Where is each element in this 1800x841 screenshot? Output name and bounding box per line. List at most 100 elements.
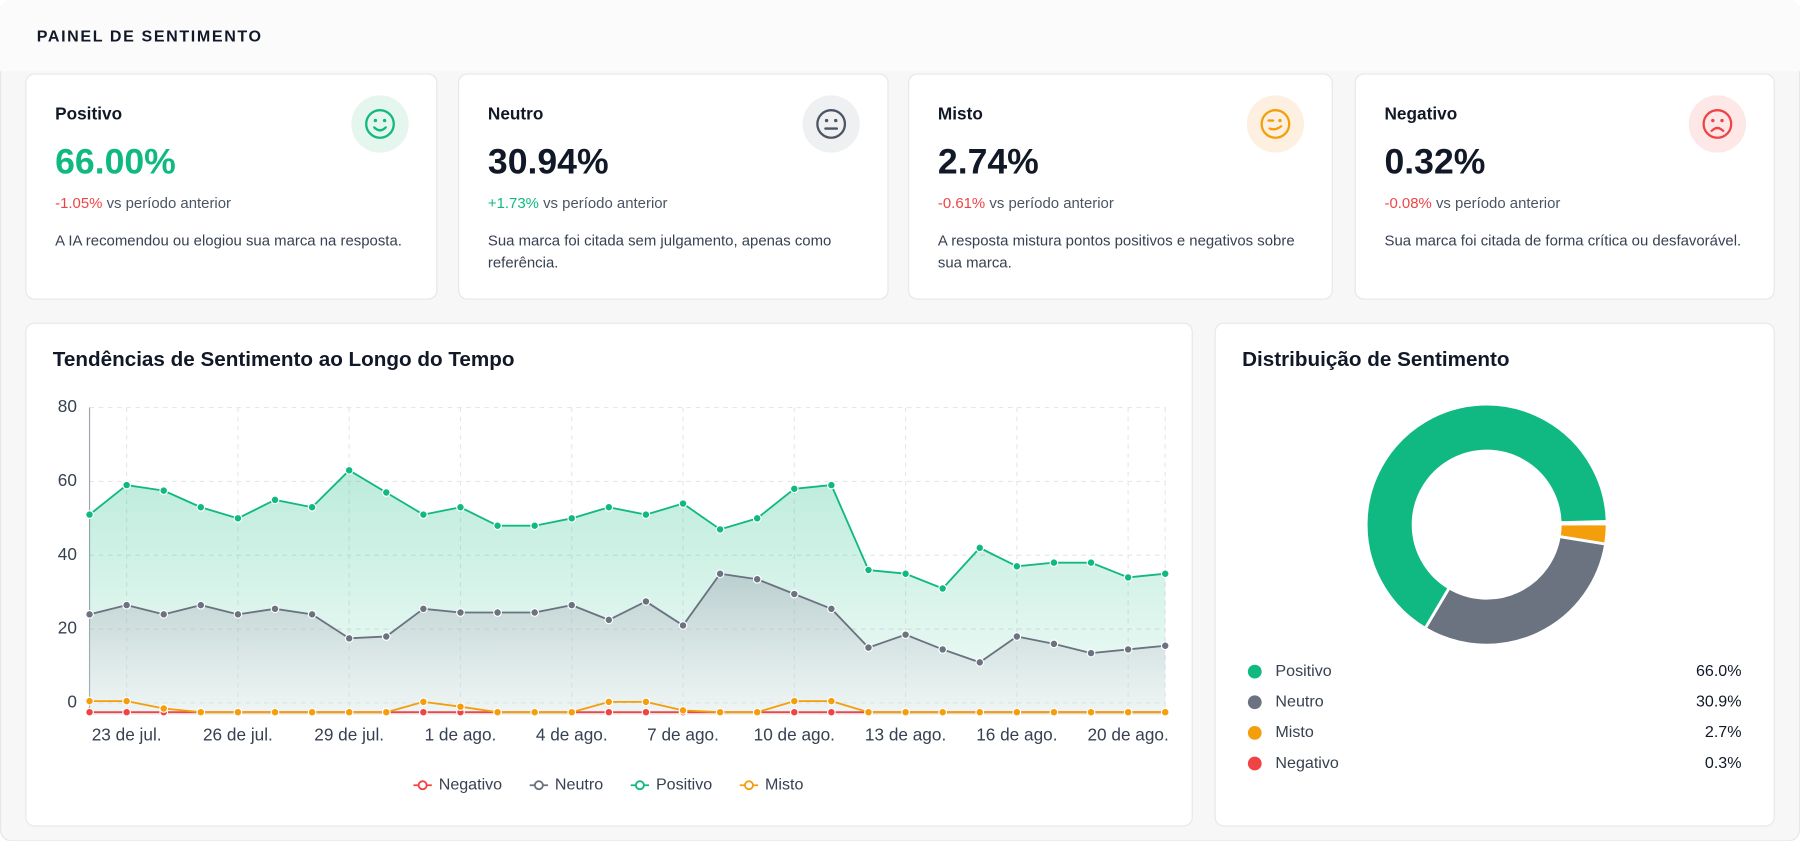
- legend-dot: [1247, 664, 1262, 679]
- data-point: [493, 608, 502, 617]
- legend-value: 0.3%: [1705, 754, 1742, 772]
- data-point: [827, 604, 836, 614]
- data-point: [938, 707, 948, 717]
- data-point: [530, 521, 540, 531]
- change: -0.08%: [1384, 194, 1432, 212]
- icon: [351, 95, 409, 153]
- data-point: [901, 630, 910, 640]
- card-change: -0.08% vs período anterior: [1384, 194, 1560, 211]
- data-point: [1123, 573, 1133, 582]
- data-point: [419, 707, 428, 717]
- data-point: [196, 707, 206, 717]
- data-point: [270, 604, 280, 614]
- x-tick-label: 16 de ago.: [976, 724, 1057, 744]
- data-point: [381, 488, 391, 497]
- donut-slice: [1364, 402, 1609, 630]
- data-point: [864, 707, 873, 717]
- legend-item: Positivo: [630, 775, 712, 793]
- data-point: [159, 704, 169, 713]
- data-point: [901, 707, 910, 717]
- data-point: [233, 707, 243, 717]
- card-label: Positivo: [55, 104, 123, 124]
- data-point: [827, 707, 836, 717]
- data-point: [789, 484, 799, 494]
- data-point: [1160, 641, 1170, 651]
- legend-label: Misto: [1275, 723, 1313, 741]
- card: Neutro 30.94% +1.73% vs período anterior…: [458, 73, 889, 300]
- data-point: [122, 696, 131, 706]
- x-tick-label: 13 de ago.: [865, 724, 946, 744]
- data-point: [901, 569, 910, 579]
- legend-value: 30.9%: [1696, 692, 1742, 710]
- card-label: Neutro: [487, 104, 544, 124]
- legend-item: Negativo: [413, 775, 502, 793]
- data-point: [789, 707, 799, 717]
- card-label: Misto: [937, 104, 983, 124]
- change-suffix: vs período anterior: [543, 194, 668, 212]
- card-description: A IA recomendou ou elogiou sua marca na …: [55, 231, 402, 250]
- area: [89, 573, 1166, 715]
- legend-dot: [1247, 725, 1262, 740]
- chart-title: Distribuição de Sentimento: [1242, 348, 1509, 371]
- legend-marker: [417, 780, 428, 791]
- data-point: [1086, 648, 1096, 658]
- legend-marker: [634, 780, 645, 791]
- data-point: [122, 600, 131, 610]
- data-point: [789, 696, 799, 706]
- data-point: [493, 521, 502, 531]
- data-point: [938, 584, 948, 593]
- legend: Negativo Neutro Positivo Misto: [413, 775, 803, 793]
- data-point: [307, 502, 317, 512]
- legend-label: Positivo: [656, 775, 712, 793]
- data-point: [85, 510, 94, 519]
- data-point: [1012, 561, 1022, 571]
- change-suffix: vs período anterior: [989, 194, 1114, 212]
- card-label: Negativo: [1384, 104, 1458, 124]
- data-point: [604, 502, 614, 512]
- data-point: [715, 525, 725, 534]
- data-point: [715, 707, 725, 717]
- card: Misto 2.74% -0.61% vs período anterior A…: [908, 73, 1333, 300]
- data-point: [827, 480, 836, 490]
- change-suffix: vs período anterior: [106, 194, 232, 212]
- data-point: [789, 589, 799, 599]
- x-tick-label: 10 de ago.: [754, 724, 835, 744]
- data-point: [1086, 558, 1096, 568]
- legend-item: Misto: [739, 775, 803, 793]
- x-tick-label: 7 de ago.: [647, 724, 719, 744]
- card-change: +1.73% vs período anterior: [488, 194, 668, 211]
- data-point: [381, 632, 391, 641]
- change: -1.05%: [55, 194, 103, 212]
- data-point: [159, 486, 169, 495]
- legend-label: Positivo: [1275, 662, 1331, 680]
- data-point: [270, 495, 280, 505]
- data-point: [381, 707, 391, 717]
- data-point: [641, 597, 651, 606]
- data-point: [1049, 707, 1059, 717]
- card-description: Sua marca foi citada de forma crítica ou…: [1384, 231, 1742, 250]
- data-point: [752, 707, 762, 717]
- data-point: [419, 697, 428, 707]
- x-tick-label: 4 de ago.: [536, 724, 608, 744]
- series-line: [89, 572, 1166, 664]
- legend-label: Neutro: [1275, 692, 1323, 710]
- data-point: [641, 707, 651, 717]
- data-point: [456, 608, 465, 617]
- data-point: [196, 502, 206, 512]
- data-point: [1123, 645, 1133, 654]
- legend-value: 2.7%: [1705, 723, 1742, 741]
- series-line: [88, 469, 1166, 590]
- data-point: [233, 513, 243, 523]
- card-value: 0.32%: [1384, 141, 1486, 182]
- data-point: [752, 574, 762, 584]
- legend-label: Misto: [765, 775, 803, 793]
- data-point: [456, 702, 465, 712]
- card-description: A resposta mistura pontos positivos e ne…: [937, 231, 1295, 271]
- y-tick-label: 20: [58, 618, 77, 638]
- data-point: [344, 633, 354, 643]
- data-point: [1012, 707, 1022, 717]
- data-point: [85, 609, 94, 619]
- data-point: [827, 696, 836, 706]
- data-point: [1123, 707, 1133, 717]
